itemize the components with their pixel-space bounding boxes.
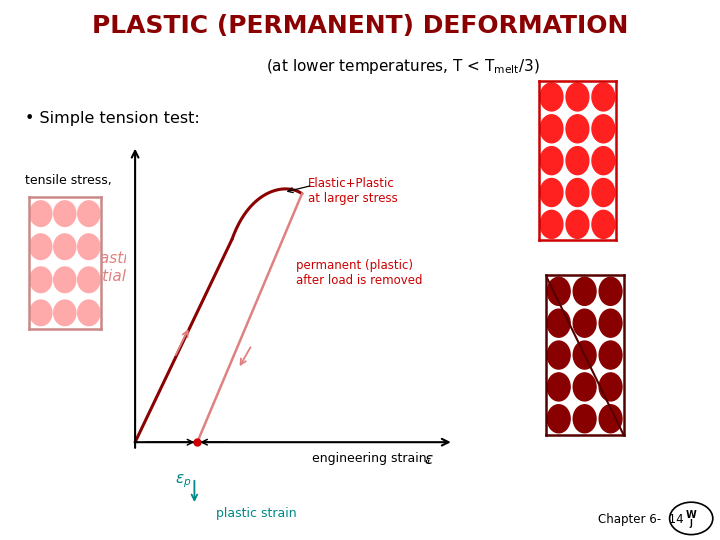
Ellipse shape <box>592 115 615 143</box>
Ellipse shape <box>30 300 52 326</box>
Ellipse shape <box>566 83 589 111</box>
Ellipse shape <box>573 341 596 369</box>
Ellipse shape <box>547 405 570 433</box>
Ellipse shape <box>599 341 622 369</box>
Ellipse shape <box>592 83 615 111</box>
Text: Elastic
initially: Elastic initially <box>84 251 139 284</box>
Ellipse shape <box>540 115 563 143</box>
Text: • Simple tension test:: • Simple tension test: <box>25 111 200 126</box>
Ellipse shape <box>566 179 589 206</box>
Ellipse shape <box>78 300 100 326</box>
Ellipse shape <box>54 300 76 326</box>
Text: (at lower temperatures, T < T$_{\mathregular{melt}}$/3): (at lower temperatures, T < T$_{\mathreg… <box>266 57 540 76</box>
Ellipse shape <box>30 267 52 293</box>
Text: $\sigma$: $\sigma$ <box>127 168 140 183</box>
Ellipse shape <box>599 373 622 401</box>
Ellipse shape <box>566 211 589 238</box>
Text: $\varepsilon$: $\varepsilon$ <box>425 452 434 467</box>
Text: PLASTIC (PERMANENT) DEFORMATION: PLASTIC (PERMANENT) DEFORMATION <box>92 14 628 37</box>
Ellipse shape <box>592 211 615 238</box>
Ellipse shape <box>30 234 52 260</box>
Text: W: W <box>686 510 696 520</box>
Ellipse shape <box>54 234 76 260</box>
Ellipse shape <box>540 211 563 238</box>
Ellipse shape <box>54 201 76 226</box>
Text: J: J <box>690 519 693 528</box>
Ellipse shape <box>599 278 622 305</box>
Ellipse shape <box>599 405 622 433</box>
Text: $\varepsilon_p$: $\varepsilon_p$ <box>176 472 192 490</box>
Ellipse shape <box>547 341 570 369</box>
Ellipse shape <box>540 179 563 206</box>
Ellipse shape <box>566 115 589 143</box>
Ellipse shape <box>78 234 100 260</box>
Ellipse shape <box>573 278 596 305</box>
Ellipse shape <box>78 201 100 226</box>
Ellipse shape <box>30 201 52 226</box>
Ellipse shape <box>547 278 570 305</box>
Text: Chapter 6-  14: Chapter 6- 14 <box>598 514 683 526</box>
Ellipse shape <box>592 179 615 206</box>
Text: Elastic+Plastic
at larger stress: Elastic+Plastic at larger stress <box>308 177 397 205</box>
Text: permanent (plastic)
after load is removed: permanent (plastic) after load is remove… <box>296 259 423 287</box>
Text: tensile stress,: tensile stress, <box>25 174 112 187</box>
Ellipse shape <box>592 147 615 174</box>
Ellipse shape <box>599 309 622 337</box>
Text: plastic strain: plastic strain <box>216 507 297 519</box>
Ellipse shape <box>540 147 563 174</box>
Ellipse shape <box>78 267 100 293</box>
Ellipse shape <box>573 373 596 401</box>
Ellipse shape <box>54 267 76 293</box>
Ellipse shape <box>573 309 596 337</box>
Ellipse shape <box>547 373 570 401</box>
Text: engineering strain,: engineering strain, <box>312 452 431 465</box>
Ellipse shape <box>573 405 596 433</box>
Ellipse shape <box>540 83 563 111</box>
Ellipse shape <box>547 309 570 337</box>
Ellipse shape <box>566 147 589 174</box>
